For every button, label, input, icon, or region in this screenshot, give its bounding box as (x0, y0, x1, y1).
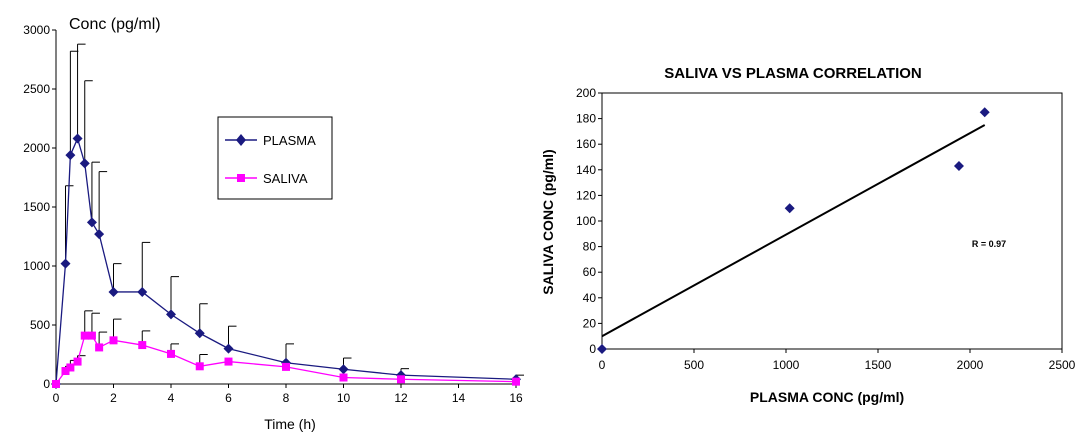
scatter-point (597, 344, 607, 354)
data-point-plasma (166, 309, 176, 320)
legend-marker-plasma (236, 134, 246, 146)
y-tick-label: 20 (583, 316, 597, 330)
x-tick-label: 6 (225, 391, 232, 405)
data-point-plasma (60, 258, 71, 269)
legend-box (217, 116, 333, 200)
y-tick-label: 2000 (23, 141, 50, 155)
data-point-saliva (397, 375, 405, 384)
y-tick-label: 180 (576, 112, 596, 126)
x-tick-label: 4 (168, 391, 175, 405)
x-tick-label: 2500 (1049, 358, 1076, 372)
data-point-saliva (61, 367, 70, 376)
y-tick-label: 1500 (23, 200, 50, 214)
data-point-saliva (73, 357, 82, 366)
legend-label-saliva: SALIVA (263, 171, 308, 186)
x-tick-label: 0 (53, 391, 60, 405)
data-point-saliva (339, 373, 348, 382)
y-tick-label: 200 (576, 86, 596, 100)
scatter-points (597, 107, 990, 354)
concentration-time-chart: 0 500 1000 1500 2000 2500 3000 0 2 4 6 8 10 12 14 16 C… (23, 16, 524, 432)
scatter-point (953, 160, 964, 171)
x-tick-label: 1500 (865, 358, 892, 372)
data-point-plasma (94, 229, 105, 240)
data-point-saliva (109, 336, 118, 345)
legend-marker-saliva (237, 174, 245, 182)
data-point-plasma (72, 133, 83, 144)
data-point-saliva (95, 343, 104, 352)
data-point-plasma (223, 343, 234, 354)
y-tick-label: 0 (589, 342, 596, 356)
x-tick-labels: 0 500 1000 1500 2000 2500 (599, 358, 1076, 372)
data-point-saliva (52, 380, 60, 388)
legend-label-plasma: PLASMA (263, 133, 316, 148)
y-tick-label: 60 (583, 265, 597, 279)
data-point-plasma (108, 286, 119, 297)
y-tick-label: 160 (576, 137, 596, 151)
data-point-saliva (87, 331, 96, 340)
x-tick-label: 10 (337, 391, 351, 405)
data-point-plasma (194, 328, 205, 339)
axes (52, 29, 517, 388)
x-tick-label: 1000 (773, 358, 800, 372)
y-tick-label: 120 (576, 188, 596, 202)
x-axis-title: PLASMA CONC (pg/ml) (750, 389, 904, 405)
x-tick-label: 2000 (957, 358, 984, 372)
trendline (601, 124, 986, 338)
data-point-saliva (512, 377, 520, 386)
legend: PLASMA SALIVA (217, 116, 333, 200)
data-point-saliva (167, 349, 175, 358)
y-tick-label: 40 (583, 291, 597, 305)
data-point-plasma (86, 217, 97, 228)
data-point-saliva (195, 362, 204, 371)
x-tick-label: 2 (110, 391, 117, 405)
series-line-plasma (55, 136, 517, 385)
y-axis-title: SALIVA CONC (pg/ml) (540, 149, 556, 294)
y-tick-labels: 0 20 40 60 80 100 120 140 160 180 200 (576, 86, 596, 356)
y-tick-label: 500 (30, 318, 50, 332)
x-tick-label: 12 (394, 391, 408, 405)
y-tick-label: 100 (576, 214, 596, 228)
correlation-scatter-chart: SALIVA VS PLASMA CORRELATION 0 20 40 60 80 10… (540, 65, 1076, 405)
x-tick-label: 16 (509, 391, 523, 405)
data-point-saliva (66, 363, 75, 372)
y-tick-label: 2500 (23, 82, 50, 96)
plot-frame (601, 92, 1063, 350)
error-bars (64, 43, 524, 380)
data-point-plasma (79, 158, 90, 169)
x-tick-label: 0 (599, 358, 606, 372)
data-point-saliva (80, 331, 89, 340)
y-axis-title: Conc (pg/ml) (69, 16, 161, 33)
scatter-point (979, 107, 990, 118)
y-tick-label: 1000 (23, 259, 50, 273)
x-axis-title: Time (h) (264, 416, 316, 432)
y-tick-label: 3000 (23, 23, 50, 37)
x-tick-label: 500 (684, 358, 704, 372)
series-markers (51, 133, 521, 389)
correlation-annotation: R = 0.97 (972, 239, 1006, 249)
data-point-saliva (282, 362, 290, 371)
data-point-saliva (224, 357, 233, 366)
x-tick-label: 8 (283, 391, 290, 405)
y-tick-label: 80 (583, 240, 597, 254)
data-point-plasma (65, 150, 76, 161)
y-tick-label: 140 (576, 163, 596, 177)
y-tick-labels: 0 500 1000 1500 2000 2500 3000 (23, 23, 50, 391)
y-tick-label: 0 (43, 377, 50, 391)
data-point-plasma (137, 286, 148, 297)
scatter-point (784, 203, 795, 214)
data-point-plasma (338, 364, 349, 375)
axes (598, 92, 1063, 353)
x-tick-label: 14 (452, 391, 466, 405)
data-point-saliva (138, 341, 147, 350)
chart-title: SALIVA VS PLASMA CORRELATION (664, 65, 922, 82)
x-tick-labels: 0 2 4 6 8 10 12 14 16 (53, 391, 523, 405)
